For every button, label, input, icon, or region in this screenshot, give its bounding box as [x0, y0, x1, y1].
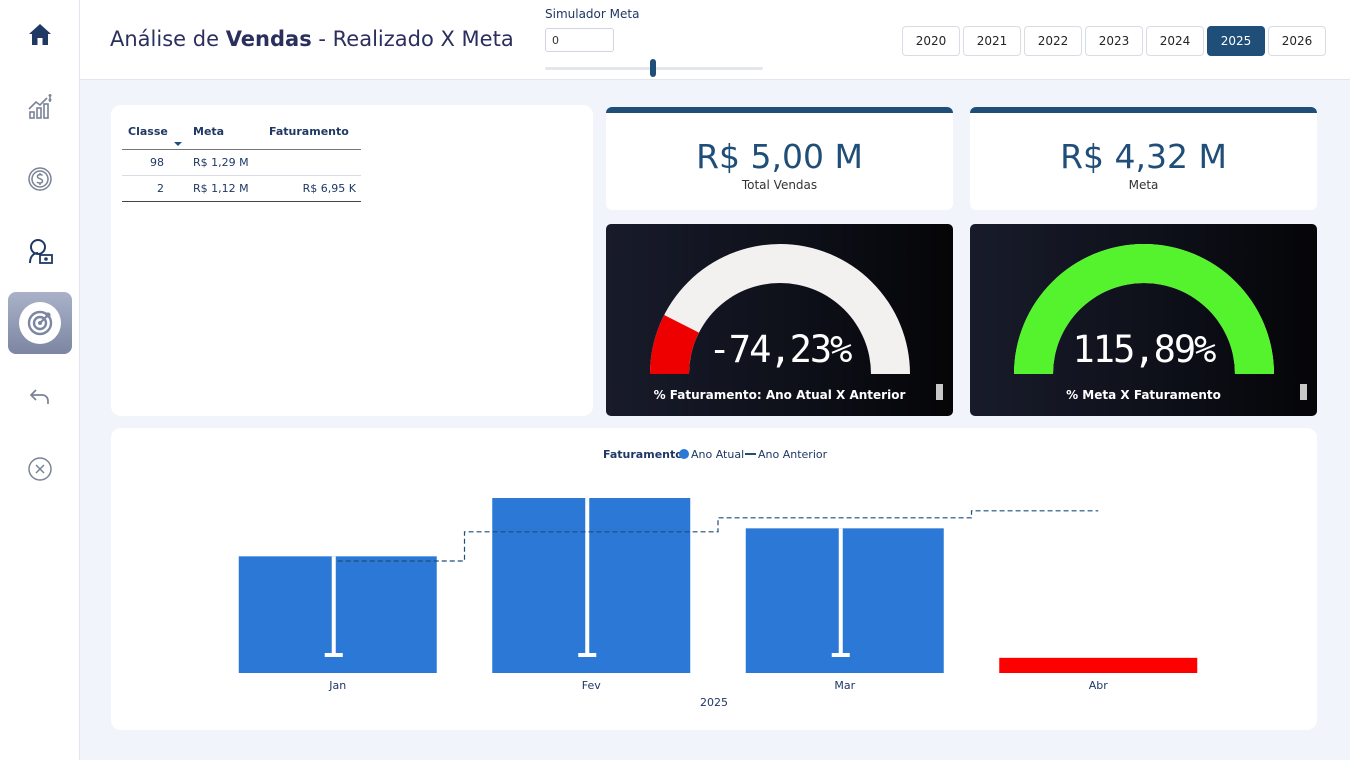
gauge-meta [1014, 243, 1274, 374]
cell-faturamento: R$ 6,95 K [259, 175, 361, 202]
gauge-faturamento-fill [650, 314, 699, 374]
simulator-label: Simulador Meta [545, 7, 640, 21]
bar-fev[interactable] [492, 498, 691, 673]
title-suffix: - Realizado X Meta [318, 27, 514, 51]
title-prefix: Análise de [110, 27, 219, 51]
gauge-faturamento-value: -74,23% [708, 328, 853, 371]
coin-icon [28, 167, 52, 191]
sales-chart-icon [28, 94, 52, 119]
gauge-faturamento [650, 244, 910, 374]
gauge-meta-value: 115,89% [1072, 328, 1217, 371]
simulator-slider-thumb[interactable] [650, 59, 656, 77]
x-axis-label: 2025 [700, 696, 728, 709]
header-faturamento[interactable]: Faturamento [259, 115, 361, 150]
year-button-2022[interactable]: 2022 [1024, 26, 1082, 56]
sort-desc-icon[interactable] [174, 142, 182, 146]
customer-money-icon [29, 239, 53, 264]
bar-abr[interactable] [999, 657, 1198, 673]
back-arrow-icon [29, 389, 49, 404]
kpi-total-vendas-label: Total Vendas [741, 178, 818, 192]
series-line-ano-anterior [337, 510, 1099, 562]
legend-title: Faturamento: [603, 448, 687, 461]
nav-sales-chart[interactable] [8, 75, 72, 137]
class-table: Classe Meta Faturamento 98 R$ 1,29 M 2 R$ 1… [122, 115, 361, 202]
gauge-meta-mini-bar [1300, 384, 1307, 400]
header-classe-label: Classe [128, 125, 168, 139]
kpi-total-vendas: R$ 5,00 M Total Vendas [606, 107, 953, 210]
tick-label-abr: Abr [1089, 679, 1109, 692]
title-bold: Vendas [225, 27, 312, 51]
year-button-2024[interactable]: 2024 [1146, 26, 1204, 56]
gauge-meta-fill [1014, 243, 1274, 374]
nav-close[interactable] [8, 438, 72, 500]
table-row[interactable]: 2 R$ 1,12 M R$ 6,95 K [122, 175, 361, 202]
gauge-meta-label: % Meta X Faturamento [1066, 388, 1221, 402]
chart-legend: Faturamento: Ano Atual Ano Anterior [603, 448, 828, 461]
tick-label-mar: Mar [834, 679, 855, 692]
gauge-faturamento-card: -74,23% % Faturamento: Ano Atual X Anter… [606, 224, 953, 416]
cell-classe: 2 [122, 175, 184, 202]
home-icon [29, 24, 51, 45]
cell-meta: R$ 1,29 M [184, 149, 259, 176]
kpi-meta-label: Meta [1128, 178, 1159, 192]
close-circle-icon [28, 457, 52, 481]
year-button-2023[interactable]: 2023 [1085, 26, 1143, 56]
year-button-2020[interactable]: 2020 [902, 26, 960, 56]
cell-faturamento [259, 149, 361, 176]
gauge-meta-card: 115,89% % Meta X Faturamento [970, 224, 1317, 416]
legend-ano-anterior[interactable]: Ano Anterior [758, 448, 828, 461]
faturamento-chart: Faturamento: Ano Atual Ano Anterior Jan Fev M… [238, 448, 1198, 709]
header: Análise de Vendas - Realizado X Meta Sim… [80, 0, 1350, 80]
kpi-meta-value: R$ 4,32 M [1060, 137, 1227, 176]
page-title: Análise de Vendas - Realizado X Meta [110, 27, 514, 51]
target-icon [19, 302, 61, 344]
nav-target[interactable] [8, 292, 72, 354]
faturamento-chart-card: Faturamento: Ano Atual Ano Anterior Jan Fev M… [111, 428, 1317, 730]
simulator-input[interactable] [545, 28, 614, 52]
gauge-faturamento-track [650, 244, 910, 374]
kpi-meta: R$ 4,32 M Meta [970, 107, 1317, 210]
cell-meta: R$ 1,12 M [184, 175, 259, 202]
year-button-2025[interactable]: 2025 [1207, 26, 1265, 56]
bar-mar[interactable] [745, 528, 944, 673]
sidebar [0, 0, 80, 760]
nav-customer-money[interactable] [8, 221, 72, 283]
gauge-faturamento-mini-bar [936, 384, 943, 400]
year-button-2026[interactable]: 2026 [1268, 26, 1326, 56]
header-classe[interactable]: Classe [122, 115, 184, 150]
class-table-card: Classe Meta Faturamento 98 R$ 1,29 M 2 R$ 1… [111, 105, 593, 416]
kpi-total-vendas-value: R$ 5,00 M [696, 137, 863, 176]
nav-coin[interactable] [8, 148, 72, 210]
header-meta[interactable]: Meta [184, 115, 259, 150]
tick-label-jan: Jan [328, 679, 346, 692]
year-selector: 2020 2021 2022 2023 2024 2025 2026 [902, 26, 1326, 56]
table-row[interactable]: 98 R$ 1,29 M [122, 149, 361, 176]
legend-marker-ano-atual [679, 449, 689, 459]
gauge-faturamento-label: % Faturamento: Ano Atual X Anterior [653, 388, 906, 402]
legend-ano-atual[interactable]: Ano Atual [691, 448, 744, 461]
year-button-2021[interactable]: 2021 [963, 26, 1021, 56]
nav-home[interactable] [8, 3, 72, 65]
cell-classe: 98 [122, 149, 184, 176]
nav-back[interactable] [8, 366, 72, 428]
tick-label-fev: Fev [582, 679, 601, 692]
